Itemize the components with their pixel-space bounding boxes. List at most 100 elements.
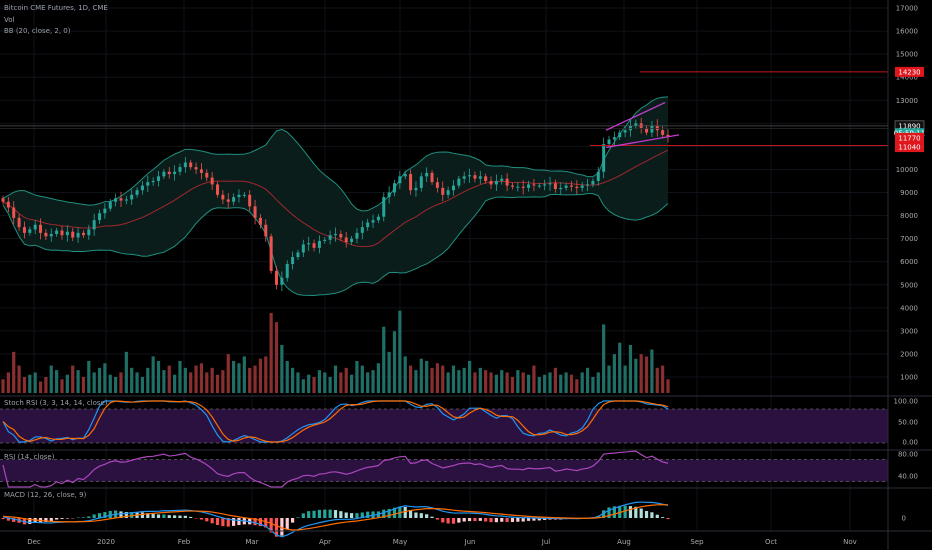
macd-histogram-bar — [173, 515, 177, 518]
time-tick-label: Oct — [765, 538, 777, 546]
macd-histogram-bar — [296, 517, 300, 518]
candle-body — [65, 231, 69, 236]
volume-bar — [650, 349, 654, 393]
volume-bar — [607, 365, 611, 393]
time-tick-label: Sep — [690, 538, 704, 546]
volume-bar — [87, 361, 91, 393]
macd-histogram-bar — [151, 514, 155, 518]
macd-histogram-bar — [124, 512, 128, 518]
candle-body — [510, 185, 514, 187]
volume-bar — [232, 361, 236, 393]
volume-bar — [430, 367, 434, 393]
volume-bar — [114, 377, 118, 393]
time-tick-label: Apr — [319, 538, 331, 546]
macd-histogram-bar — [1, 518, 5, 520]
volume-bar — [76, 370, 80, 393]
macd-histogram-bar — [543, 518, 547, 520]
volume-bar — [146, 367, 150, 393]
volume-bar — [344, 367, 348, 393]
macd-histogram-bar — [360, 512, 364, 518]
volume-bar — [333, 365, 338, 393]
macd-histogram-bar — [419, 513, 423, 518]
candle-body — [178, 167, 182, 172]
volume-bar — [489, 372, 493, 393]
price-tick-label: 17000 — [896, 5, 918, 13]
candle-body — [264, 224, 268, 237]
candle-body — [532, 184, 536, 186]
candle-body — [307, 243, 311, 245]
macd-histogram-bar — [307, 511, 311, 518]
volume-bar — [446, 372, 450, 393]
volume-bar — [183, 367, 187, 393]
volume-bar — [258, 358, 263, 393]
time-axis[interactable]: Dec 2020 Feb Mar Apr May Jun Jul Aug Sep Oct Nov — [27, 538, 857, 546]
candle-body — [71, 231, 75, 238]
macd-histogram-bar — [435, 518, 439, 520]
candle-body — [650, 125, 654, 133]
macd-histogram-bar — [274, 518, 279, 537]
volume-bar — [484, 370, 488, 393]
candle-body — [291, 257, 295, 264]
candle-body — [157, 176, 161, 181]
macd-histogram-bar — [167, 515, 171, 518]
candle-body — [103, 208, 107, 214]
price-tick-label: 9000 — [900, 189, 918, 197]
candle-body — [285, 263, 289, 278]
volume-bar — [414, 370, 418, 393]
volume-bar — [500, 370, 504, 393]
candle-body — [81, 232, 85, 236]
volume-bar — [618, 342, 622, 393]
macd-histogram-bar — [467, 518, 472, 522]
candle-body — [280, 277, 284, 285]
volume-bar — [55, 370, 59, 393]
candle-body — [317, 240, 321, 248]
macd-histogram-bar — [103, 512, 107, 518]
macd-histogram-bar — [387, 508, 391, 518]
volume-bar — [425, 361, 429, 393]
candle-body — [248, 194, 252, 207]
volume-bar — [634, 358, 638, 393]
macd-histogram-bar — [215, 518, 220, 526]
macd-histogram-bar — [28, 518, 32, 524]
macd-histogram-bar — [612, 506, 616, 518]
volume-bar — [666, 379, 670, 393]
volume-bar — [65, 374, 69, 393]
macd-histogram-bar — [92, 514, 96, 518]
volume-bar — [392, 331, 397, 393]
candle-body — [87, 229, 91, 236]
macd-histogram-bar — [81, 517, 86, 518]
candle-body — [301, 244, 305, 253]
macd-histogram-bar — [12, 518, 16, 522]
volume-bar — [376, 363, 381, 393]
volume-bar — [612, 354, 616, 393]
macd-histogram-bar — [317, 509, 322, 518]
candle-body — [119, 198, 123, 201]
volume-bar — [264, 356, 268, 393]
volume-bar — [274, 322, 279, 393]
volume-bar — [655, 367, 659, 393]
price-badge — [895, 132, 924, 143]
price-tick-label: 5000 — [900, 281, 918, 289]
volume-bar — [71, 365, 75, 393]
wedge-lower — [605, 134, 680, 149]
volume-bar — [602, 324, 606, 393]
macd-histogram-bar — [119, 511, 123, 518]
price-tick-label: 6000 — [900, 258, 918, 266]
candle-body — [387, 192, 391, 198]
volume-bar — [194, 365, 198, 393]
volume-bar — [285, 361, 289, 393]
candle-body — [409, 174, 413, 191]
candle-body — [569, 185, 573, 187]
macd-histogram-bar — [489, 518, 493, 523]
macd-histogram-bar — [505, 518, 509, 522]
candle-body — [39, 224, 43, 233]
candle-body — [226, 199, 230, 202]
macd-histogram-bar — [333, 510, 338, 518]
volume-bar — [543, 374, 547, 393]
candle-body — [398, 176, 402, 184]
volume-bar — [60, 379, 64, 393]
volume-bar — [328, 377, 332, 393]
macd-histogram-bar — [451, 518, 456, 524]
candle-body — [564, 185, 568, 188]
